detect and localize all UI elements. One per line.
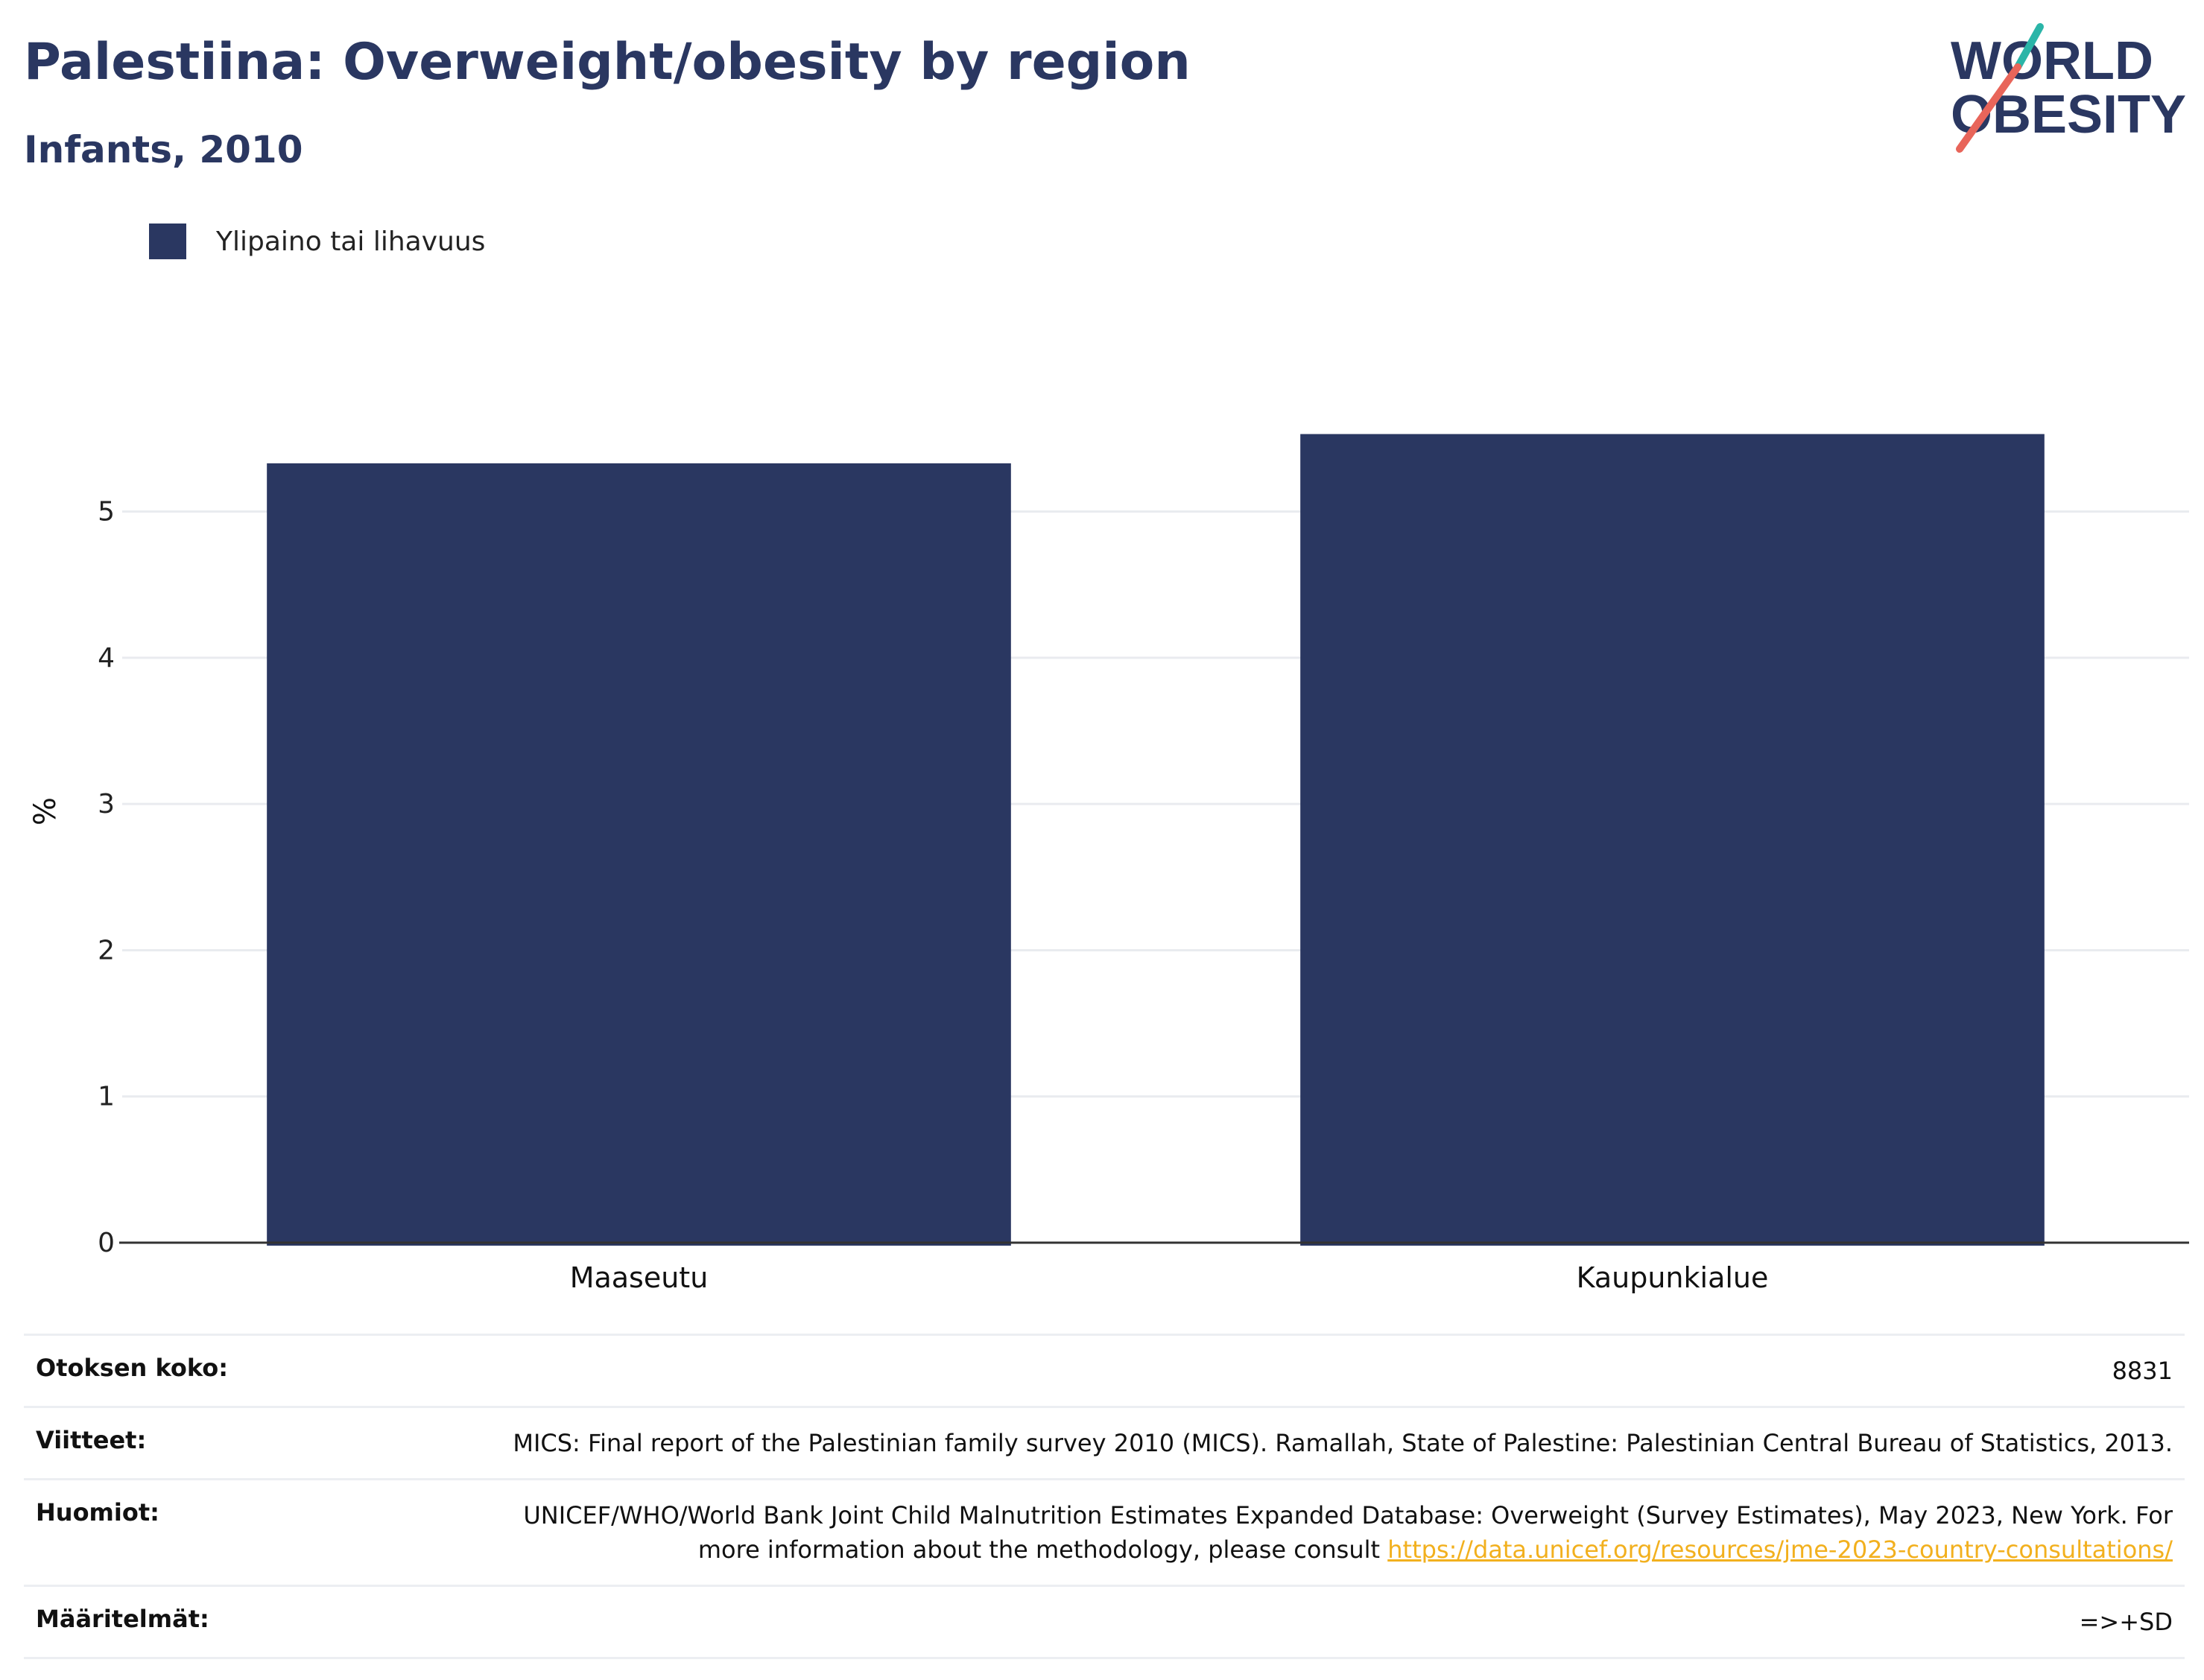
legend: Ylipaino tai lihavuus — [149, 224, 485, 259]
world-obesity-logo: WORLD OBESITY — [1951, 23, 2186, 153]
info-key: Määritelmät: — [36, 1605, 209, 1633]
logo-line2: OBESITY — [1951, 85, 2186, 145]
y-tick-label: 1 — [98, 1082, 115, 1112]
bars — [267, 434, 2045, 1246]
y-tick-label: 5 — [98, 497, 115, 527]
bar-maaseutu[interactable] — [267, 463, 1011, 1246]
x-category-label: Maaseutu — [570, 1261, 709, 1294]
info-key: Viitteet: — [36, 1426, 147, 1454]
chart-title: Palestiina: Overweight/obesity by region — [24, 33, 1191, 92]
y-tick-label: 2 — [98, 935, 115, 966]
bar-kaupunkialue[interactable] — [1300, 434, 2045, 1246]
logo-slash-top — [2014, 23, 2044, 71]
info-key: Huomiot: — [36, 1498, 159, 1527]
info-value: 8831 — [2112, 1357, 2173, 1385]
info-value-notes: UNICEF/WHO/World Bank Joint Child Malnut… — [465, 1480, 2185, 1586]
y-tick-labels: 0 1 2 3 4 5 — [98, 497, 115, 1258]
y-tick-label: 0 — [98, 1228, 115, 1258]
info-table: Otoksen koko: 8831 Viitteet: MICS: Final… — [24, 1334, 2185, 1659]
y-tick-label: 3 — [98, 789, 115, 820]
info-key: Otoksen koko: — [36, 1354, 229, 1382]
x-category-label: Kaupunkialue — [1577, 1261, 1769, 1294]
info-row-notes: Huomiot: UNICEF/WHO/World Bank Joint Chi… — [24, 1479, 2185, 1586]
chart-subtitle: Infants, 2010 — [24, 128, 303, 171]
y-tick-label: 4 — [98, 643, 115, 673]
info-value: MICS: Final report of the Palestinian fa… — [513, 1429, 2173, 1457]
info-row-sample-size: Otoksen koko: 8831 — [24, 1334, 2185, 1407]
info-row-references: Viitteet: MICS: Final report of the Pale… — [24, 1407, 2185, 1480]
x-category-labels: Maaseutu Kaupunkialue — [570, 1261, 1769, 1294]
logo-slash-bottom — [1956, 63, 2021, 153]
info-row-definitions: Määritelmät: =>+SD — [24, 1585, 2185, 1658]
y-axis-title: % — [28, 797, 63, 825]
notes-text: UNICEF/WHO/World Bank Joint Child Malnut… — [523, 1501, 2173, 1564]
legend-swatch[interactable] — [149, 224, 186, 259]
methodology-link[interactable]: https://data.unicef.org/resources/jme-20… — [1387, 1535, 2173, 1564]
bar-chart: 0 1 2 3 4 5 Maaseutu Kaupunkialue % — [28, 434, 2189, 1294]
legend-label[interactable]: Ylipaino tai lihavuus — [216, 226, 486, 257]
logo-line1: WORLD — [1951, 31, 2153, 91]
info-value: =>+SD — [2079, 1608, 2173, 1636]
